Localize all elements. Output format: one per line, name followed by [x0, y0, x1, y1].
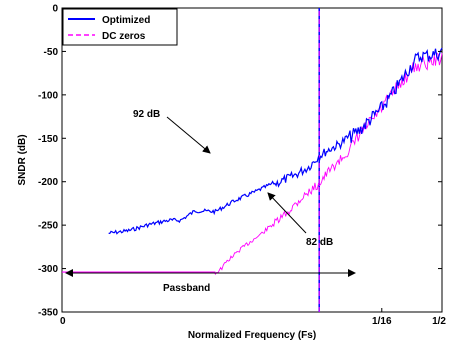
annotation-92db: 92 dB	[133, 109, 211, 154]
x-tick-label: 0	[60, 316, 66, 327]
annotation-92db-arrow	[166, 116, 211, 154]
x-tick-label: 1/16	[372, 316, 392, 327]
y-tick-label: 0	[52, 4, 58, 15]
legend-box	[62, 8, 178, 46]
series-line-optimized	[108, 47, 443, 235]
y-tick-label: -150	[38, 134, 58, 145]
y-tick-label: -300	[38, 264, 58, 275]
x-tick-label: 1/2	[432, 316, 446, 327]
legend-label-dc-zeros: DC zeros	[102, 31, 146, 42]
y-axis-label: SNDR (dB)	[17, 134, 28, 185]
annotation-passband: Passband	[65, 269, 356, 294]
annotation-82db: 82 dB	[267, 192, 333, 248]
annotation-82db-arrow	[267, 192, 307, 234]
x-axis-label: Normalized Frequency (Fs)	[188, 330, 316, 341]
annotation-82db-label: 82 dB	[306, 237, 333, 248]
annotation-92db-label: 92 dB	[133, 109, 160, 120]
y-tick-label: -100	[38, 90, 58, 101]
y-tick-label: -200	[38, 177, 58, 188]
y-axis: 0 -50 -100 -150 -200 -250 -300 -350	[38, 4, 442, 319]
y-tick-label: -250	[38, 221, 58, 232]
y-tick-label: -50	[44, 47, 59, 58]
legend-label-optimized: Optimized	[102, 15, 150, 26]
x-axis: 0 1/16 1/2	[60, 308, 446, 327]
passband-label: Passband	[163, 283, 210, 294]
y-tick-label: -350	[38, 308, 58, 319]
plot-area	[61, 7, 443, 313]
legend: Optimized DC zeros	[62, 8, 178, 46]
